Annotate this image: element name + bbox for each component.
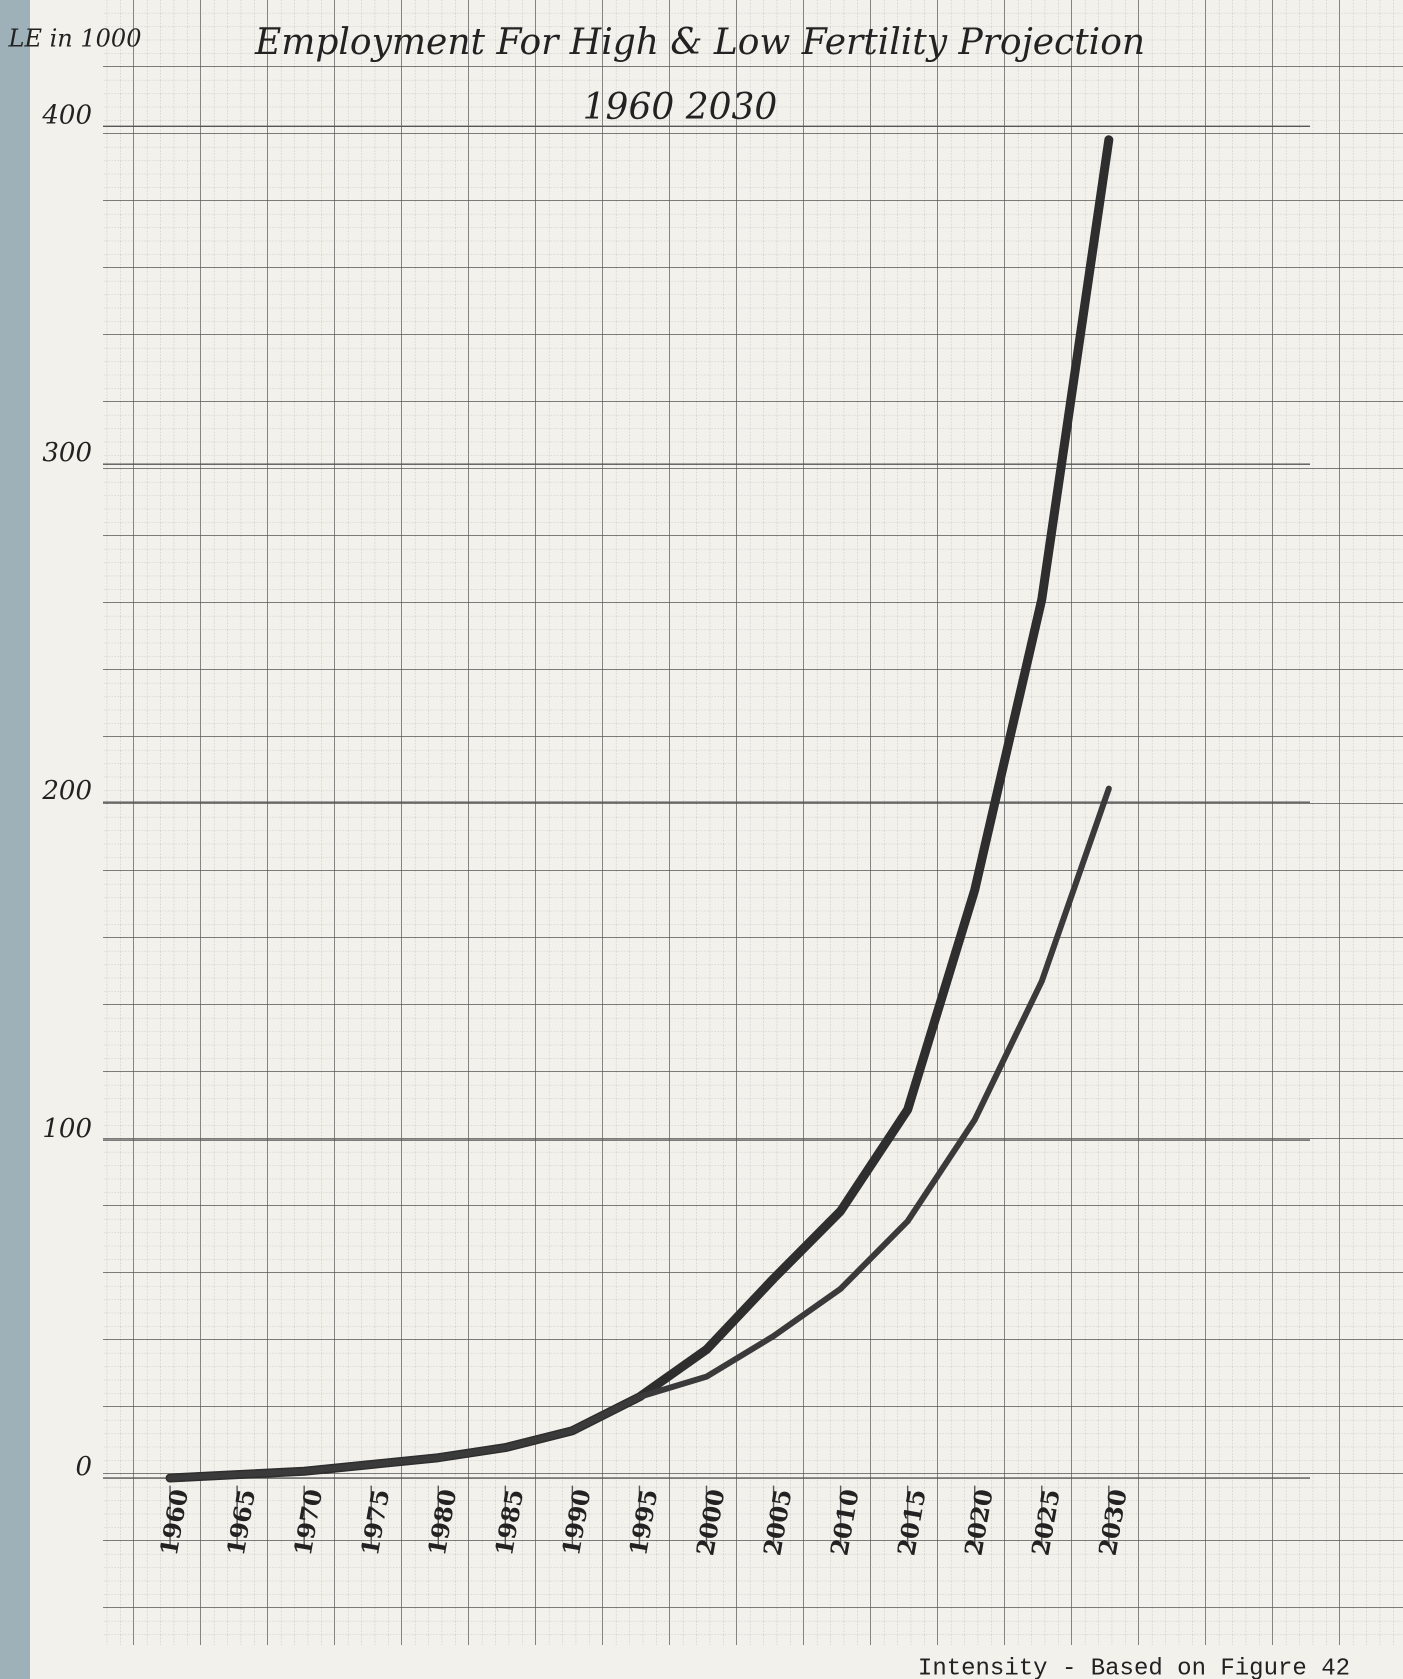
page-edge (0, 0, 30, 1679)
y-tick-label: 0 (75, 1452, 92, 1482)
chart-subtitle: 1960 2030 (583, 87, 778, 128)
page: Employment For High & Low Fertility Proj… (0, 0, 1403, 1679)
chart-title: Employment For High & Low Fertility Proj… (254, 22, 1145, 63)
note: Intensity - Based on Figure 42 (918, 1655, 1350, 1679)
y-tick-label: 100 (42, 1114, 92, 1144)
chart: Employment For High & Low Fertility Proj… (0, 0, 1403, 1679)
graph-paper (103, 0, 1403, 1645)
y-tick-label: 300 (42, 438, 92, 468)
y-axis-label: LE in 1000 (8, 25, 142, 53)
y-tick-label: 200 (41, 776, 92, 806)
y-tick-label: 400 (41, 100, 92, 130)
